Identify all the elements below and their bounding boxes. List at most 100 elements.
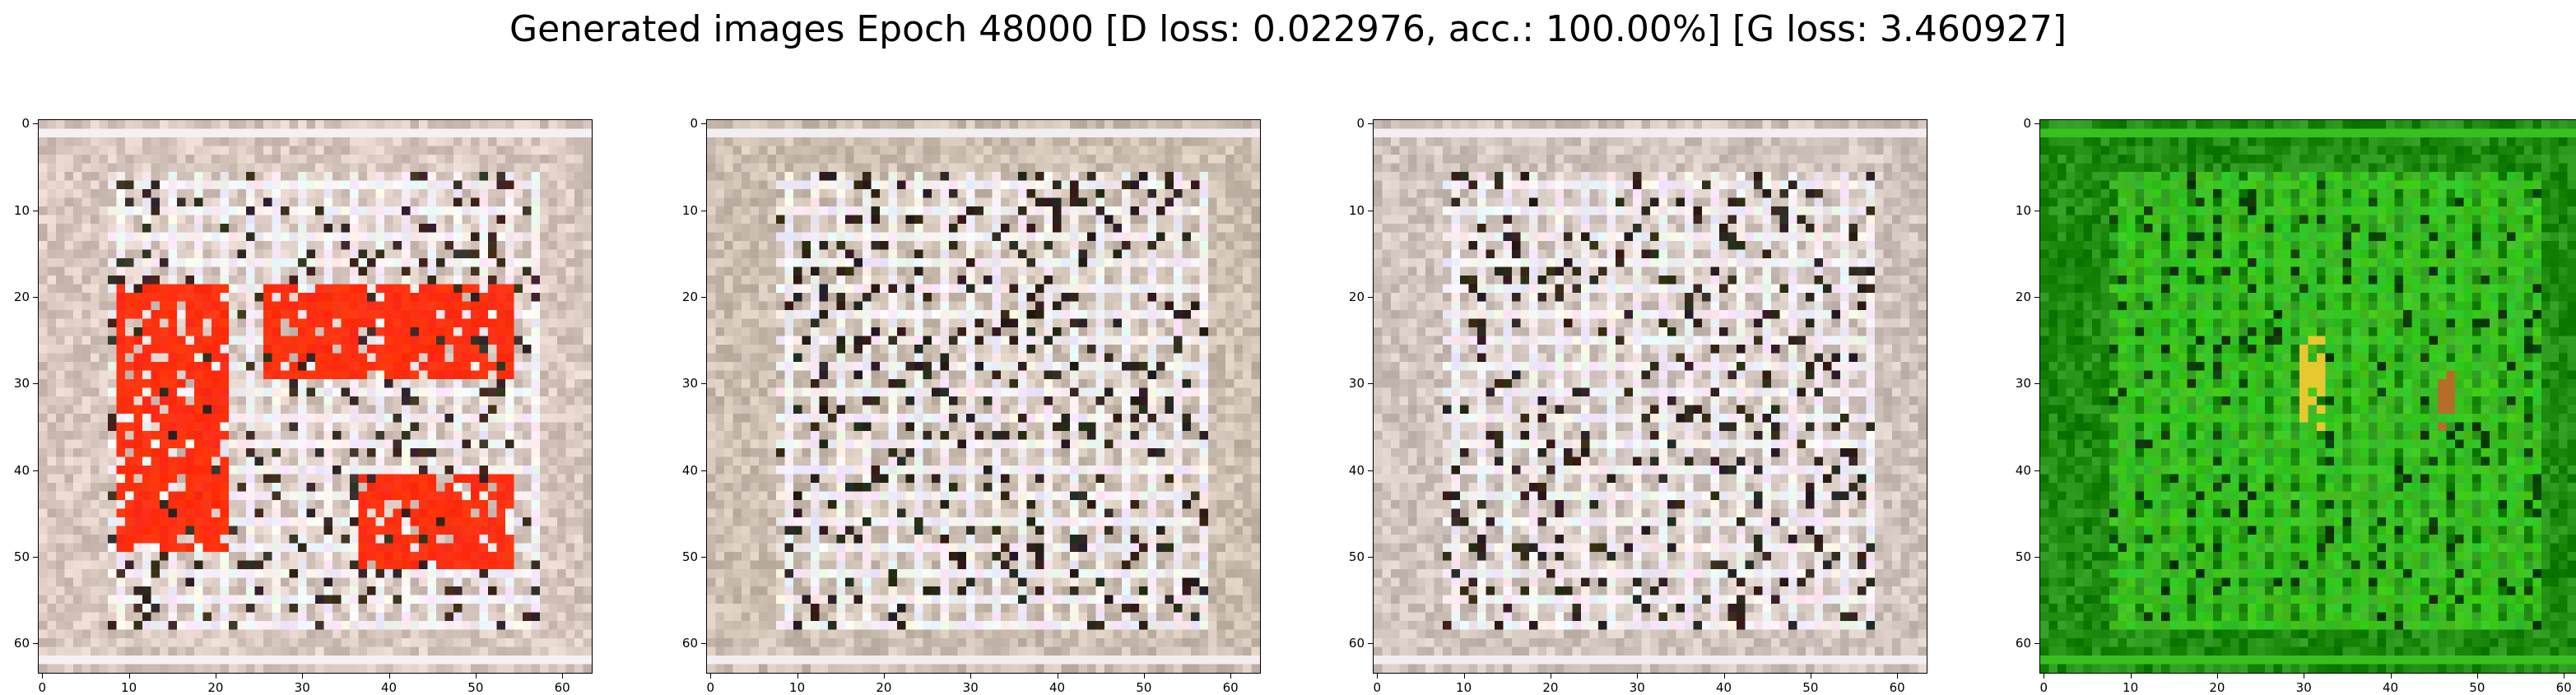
x-tick-label: 10 (2123, 680, 2139, 695)
y-tick-label: 10 (681, 202, 698, 218)
x-tick-mark (2476, 674, 2478, 679)
y-tick-label: 20 (1348, 289, 1365, 304)
x-tick-label: 10 (789, 680, 806, 695)
y-tick-label: 10 (2015, 202, 2031, 218)
generated-image-pixels (1374, 120, 1927, 673)
x-tick-label: 50 (1136, 680, 1152, 695)
x-tick-label: 0 (2039, 680, 2048, 695)
y-tick-label: 40 (2015, 462, 2031, 478)
x-tick-label: 50 (467, 680, 484, 695)
y-tick-label: 40 (1348, 462, 1365, 478)
x-tick-label: 10 (121, 680, 137, 695)
x-tick-label: 10 (1456, 680, 1472, 695)
y-tick-label: 10 (13, 202, 30, 218)
x-tick-mark (1897, 674, 1899, 679)
y-tick-label: 30 (1348, 376, 1365, 392)
generated-image-pixels (707, 120, 1260, 673)
y-tick-label: 20 (13, 289, 30, 304)
x-tick-label: 40 (380, 680, 398, 695)
y-tick-label: 20 (2015, 289, 2031, 304)
x-tick-mark (970, 674, 972, 679)
y-tick-mark (2034, 123, 2039, 125)
y-tick-mark (1368, 123, 1373, 125)
x-tick-mark (2130, 674, 2132, 679)
y-tick-label: 60 (2015, 636, 2031, 651)
x-tick-mark (475, 674, 477, 679)
x-tick-mark (388, 674, 390, 679)
y-tick-label: 30 (13, 376, 30, 392)
x-tick-label: 0 (38, 680, 47, 695)
x-tick-mark (1230, 674, 1232, 679)
x-tick-mark (1463, 674, 1465, 679)
y-tick-label: 0 (1356, 116, 1365, 132)
y-tick-label: 60 (13, 636, 30, 651)
y-tick-mark (33, 643, 38, 645)
x-tick-mark (1377, 674, 1379, 679)
y-tick-label: 50 (13, 549, 30, 564)
x-tick-label: 50 (2469, 680, 2485, 695)
generated-image (38, 119, 593, 674)
x-tick-mark (1143, 674, 1145, 679)
y-tick-mark (33, 123, 38, 125)
x-tick-label: 20 (876, 680, 892, 695)
x-tick-label: 40 (1715, 680, 1732, 695)
y-tick-mark (2034, 470, 2039, 471)
x-tick-label: 0 (1373, 680, 1382, 695)
y-tick-label: 40 (681, 462, 698, 478)
x-tick-mark (797, 674, 798, 679)
y-tick-mark (701, 556, 706, 558)
y-tick-mark (701, 296, 706, 298)
x-tick-label: 40 (2382, 680, 2399, 695)
y-tick-label: 50 (2015, 549, 2031, 564)
x-tick-mark (710, 674, 712, 679)
x-tick-label: 20 (1542, 680, 1559, 695)
generated-image-pixels (2040, 120, 2576, 673)
x-tick-label: 30 (2295, 680, 2312, 695)
x-tick-mark (1723, 674, 1725, 679)
x-tick-label: 60 (1889, 680, 1905, 695)
y-tick-mark (1368, 470, 1373, 471)
y-tick-mark (1368, 296, 1373, 298)
generated-image-pixels (39, 120, 592, 673)
y-tick-mark (2034, 556, 2039, 558)
y-tick-mark (2034, 643, 2039, 645)
x-tick-label: 30 (294, 680, 310, 695)
y-tick-mark (701, 470, 706, 471)
generated-image (2039, 119, 2576, 674)
x-tick-label: 60 (554, 680, 570, 695)
x-tick-mark (128, 674, 130, 679)
y-tick-label: 0 (2023, 116, 2031, 132)
x-tick-mark (2216, 674, 2218, 679)
image-panel-2: 0 10 20 30 40 50 60 0 10 20 30 40 50 60 (668, 0, 1294, 695)
x-tick-label: 50 (1802, 680, 1819, 695)
image-panel-4: 0 10 20 30 40 50 60 0 10 20 30 40 50 60 (2002, 0, 2576, 695)
x-tick-label: 20 (2209, 680, 2225, 695)
x-tick-label: 30 (1629, 680, 1645, 695)
x-tick-mark (2390, 674, 2392, 679)
x-tick-mark (42, 674, 44, 679)
x-tick-mark (562, 674, 564, 679)
generated-image (706, 119, 1261, 674)
y-tick-label: 30 (2015, 376, 2031, 392)
y-tick-mark (701, 643, 706, 645)
y-tick-label: 50 (1348, 549, 1365, 564)
y-tick-label: 30 (681, 376, 698, 392)
y-tick-mark (2034, 296, 2039, 298)
y-tick-label: 40 (13, 462, 30, 478)
x-tick-mark (883, 674, 885, 679)
y-tick-label: 0 (21, 116, 30, 132)
y-tick-mark (33, 470, 38, 471)
figure-title: Generated images Epoch 48000 [D loss: 0.… (509, 8, 2067, 50)
x-tick-label: 0 (706, 680, 715, 695)
y-tick-mark (1368, 383, 1373, 385)
y-tick-label: 60 (681, 636, 698, 651)
x-tick-mark (1637, 674, 1639, 679)
x-tick-label: 60 (1222, 680, 1239, 695)
y-tick-mark (2034, 383, 2039, 385)
generated-image (1373, 119, 1927, 674)
y-tick-mark (33, 296, 38, 298)
y-tick-label: 60 (1348, 636, 1365, 651)
x-tick-label: 60 (2555, 680, 2572, 695)
y-tick-mark (33, 383, 38, 385)
y-tick-mark (33, 556, 38, 558)
